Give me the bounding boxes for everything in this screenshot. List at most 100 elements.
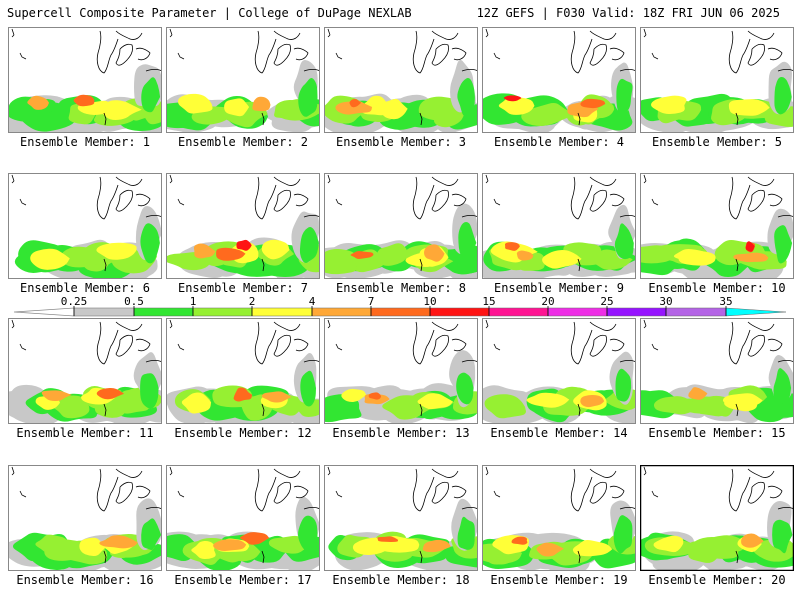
northwest-mark: [19, 343, 27, 351]
ensemble-member-map: [324, 318, 478, 424]
great-lakes-outline: [169, 174, 320, 220]
state-border-mark: [735, 112, 739, 126]
colorbar-max-arrow: [725, 307, 787, 317]
ensemble-member-label: Ensemble Member: 9: [493, 281, 625, 295]
northwest-mark: [493, 198, 501, 206]
colorbar-segment: [606, 307, 667, 317]
northwest-mark: [19, 198, 27, 206]
panel-border: [8, 27, 162, 133]
panel-border: [482, 27, 636, 133]
colorbar-tick-label: 30: [659, 296, 672, 308]
great-lakes-outline: [643, 174, 794, 220]
state-border-mark: [735, 403, 739, 417]
ensemble-member-map: [324, 27, 478, 133]
ensemble-member-map: [324, 465, 478, 571]
great-lakes-outline: [169, 466, 320, 512]
ensemble-member-panel: [324, 173, 478, 279]
scp-field: [166, 60, 320, 133]
scp-field: [328, 498, 478, 571]
panel-border: [166, 27, 320, 133]
colorbar: 0.25 0.5 1 2 4 7 10 15 20 25 30 35: [13, 296, 787, 317]
great-lakes-outline: [11, 319, 162, 365]
ensemble-member-label: Ensemble Member: 1: [19, 135, 151, 149]
panel-border: [166, 318, 320, 424]
ensemble-member-panel: [640, 465, 794, 571]
great-lakes-outline: [485, 466, 636, 512]
state-border-mark: [735, 258, 739, 272]
scp-field: [640, 208, 794, 279]
ensemble-member-label: Ensemble Member: 7: [177, 281, 309, 295]
scp-field: [482, 62, 636, 133]
panel-border: [482, 465, 636, 571]
panel-border: [324, 173, 478, 279]
ensemble-member-label: Ensemble Member: 13: [332, 426, 470, 440]
northwest-mark: [335, 52, 343, 60]
colorbar-segment: [370, 307, 431, 317]
northwest-mark: [651, 52, 659, 60]
state-border-mark: [577, 112, 581, 126]
ensemble-member-label: Ensemble Member: 10: [648, 281, 786, 295]
panel-border: [640, 27, 794, 133]
ensemble-member-panel: [640, 173, 794, 279]
northwest-mark: [335, 490, 343, 498]
colorbar-segment: [429, 307, 490, 317]
great-lakes-outline: [11, 28, 162, 74]
state-border-mark: [419, 403, 423, 417]
ensemble-member-panel: [324, 318, 478, 424]
ensemble-member-panel: [324, 27, 478, 133]
panel-border: [482, 173, 636, 279]
great-lakes-outline: [327, 319, 478, 365]
panel-border: [8, 465, 162, 571]
ensemble-member-panel: [482, 465, 636, 571]
northwest-mark: [19, 52, 27, 60]
colorbar-segment: [73, 307, 135, 317]
colorbar-segment: [547, 307, 608, 317]
great-lakes-outline: [169, 28, 320, 74]
colorbar-tick-label: 15: [482, 296, 495, 308]
colorbar-segment: [311, 307, 372, 317]
colorbar-tick-label: 4: [309, 296, 316, 308]
ensemble-member-map: [8, 318, 162, 424]
panel-border: [324, 27, 478, 133]
ensemble-member-label: Ensemble Member: 5: [651, 135, 783, 149]
state-border-mark: [577, 258, 581, 272]
ensemble-member-map: [166, 27, 320, 133]
ensemble-member-label: Ensemble Member: 20: [648, 573, 786, 587]
great-lakes-outline: [643, 319, 794, 365]
northwest-mark: [651, 490, 659, 498]
panel-border: [324, 318, 478, 424]
panel-border: [640, 318, 794, 424]
ensemble-member-panel: [640, 318, 794, 424]
colorbar-tick-label: 2: [249, 296, 256, 308]
northwest-mark: [335, 343, 343, 351]
colorbar-tick-label: 10: [423, 296, 436, 308]
state-border-mark: [419, 258, 423, 272]
northwest-mark: [335, 198, 343, 206]
ensemble-member-label: Ensemble Member: 19: [490, 573, 628, 587]
ensemble-member-panel: [640, 27, 794, 133]
ensemble-member-map: [166, 318, 320, 424]
ensemble-member-map: [482, 318, 636, 424]
scp-field: [8, 64, 162, 133]
ensemble-member-panel: [8, 173, 162, 279]
ensemble-member-label: Ensemble Member: 3: [335, 135, 467, 149]
state-border-mark: [103, 258, 107, 272]
scp-field: [166, 352, 320, 424]
ensemble-member-label: Ensemble Member: 8: [335, 281, 467, 295]
header-title: Supercell Composite Parameter | College …: [7, 6, 412, 20]
colorbar-segment: [665, 307, 727, 317]
ensemble-member-map: [166, 173, 320, 279]
northwest-mark: [19, 490, 27, 498]
colorbar-min-arrow: [13, 307, 75, 317]
great-lakes-outline: [11, 174, 162, 220]
state-border-mark: [261, 550, 265, 564]
colorbar-segment: [488, 307, 549, 317]
ensemble-member-panel: [8, 465, 162, 571]
header-valid-time: 12Z GEFS | F030 Valid: 18Z FRI JUN 06 20…: [476, 6, 780, 20]
state-border-mark: [419, 112, 423, 126]
colorbar-tick-label: 1: [190, 296, 197, 308]
ensemble-member-map: [640, 27, 794, 133]
colorbar-tick-label: 20: [541, 296, 554, 308]
ensemble-member-label: Ensemble Member: 2: [177, 135, 309, 149]
ensemble-member-map: [482, 173, 636, 279]
